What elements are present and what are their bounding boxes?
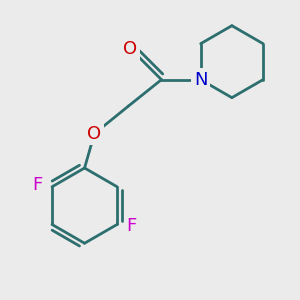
Text: F: F	[127, 217, 137, 235]
Text: F: F	[32, 176, 42, 194]
Text: O: O	[123, 40, 137, 58]
Text: O: O	[87, 124, 101, 142]
Text: N: N	[194, 71, 208, 89]
